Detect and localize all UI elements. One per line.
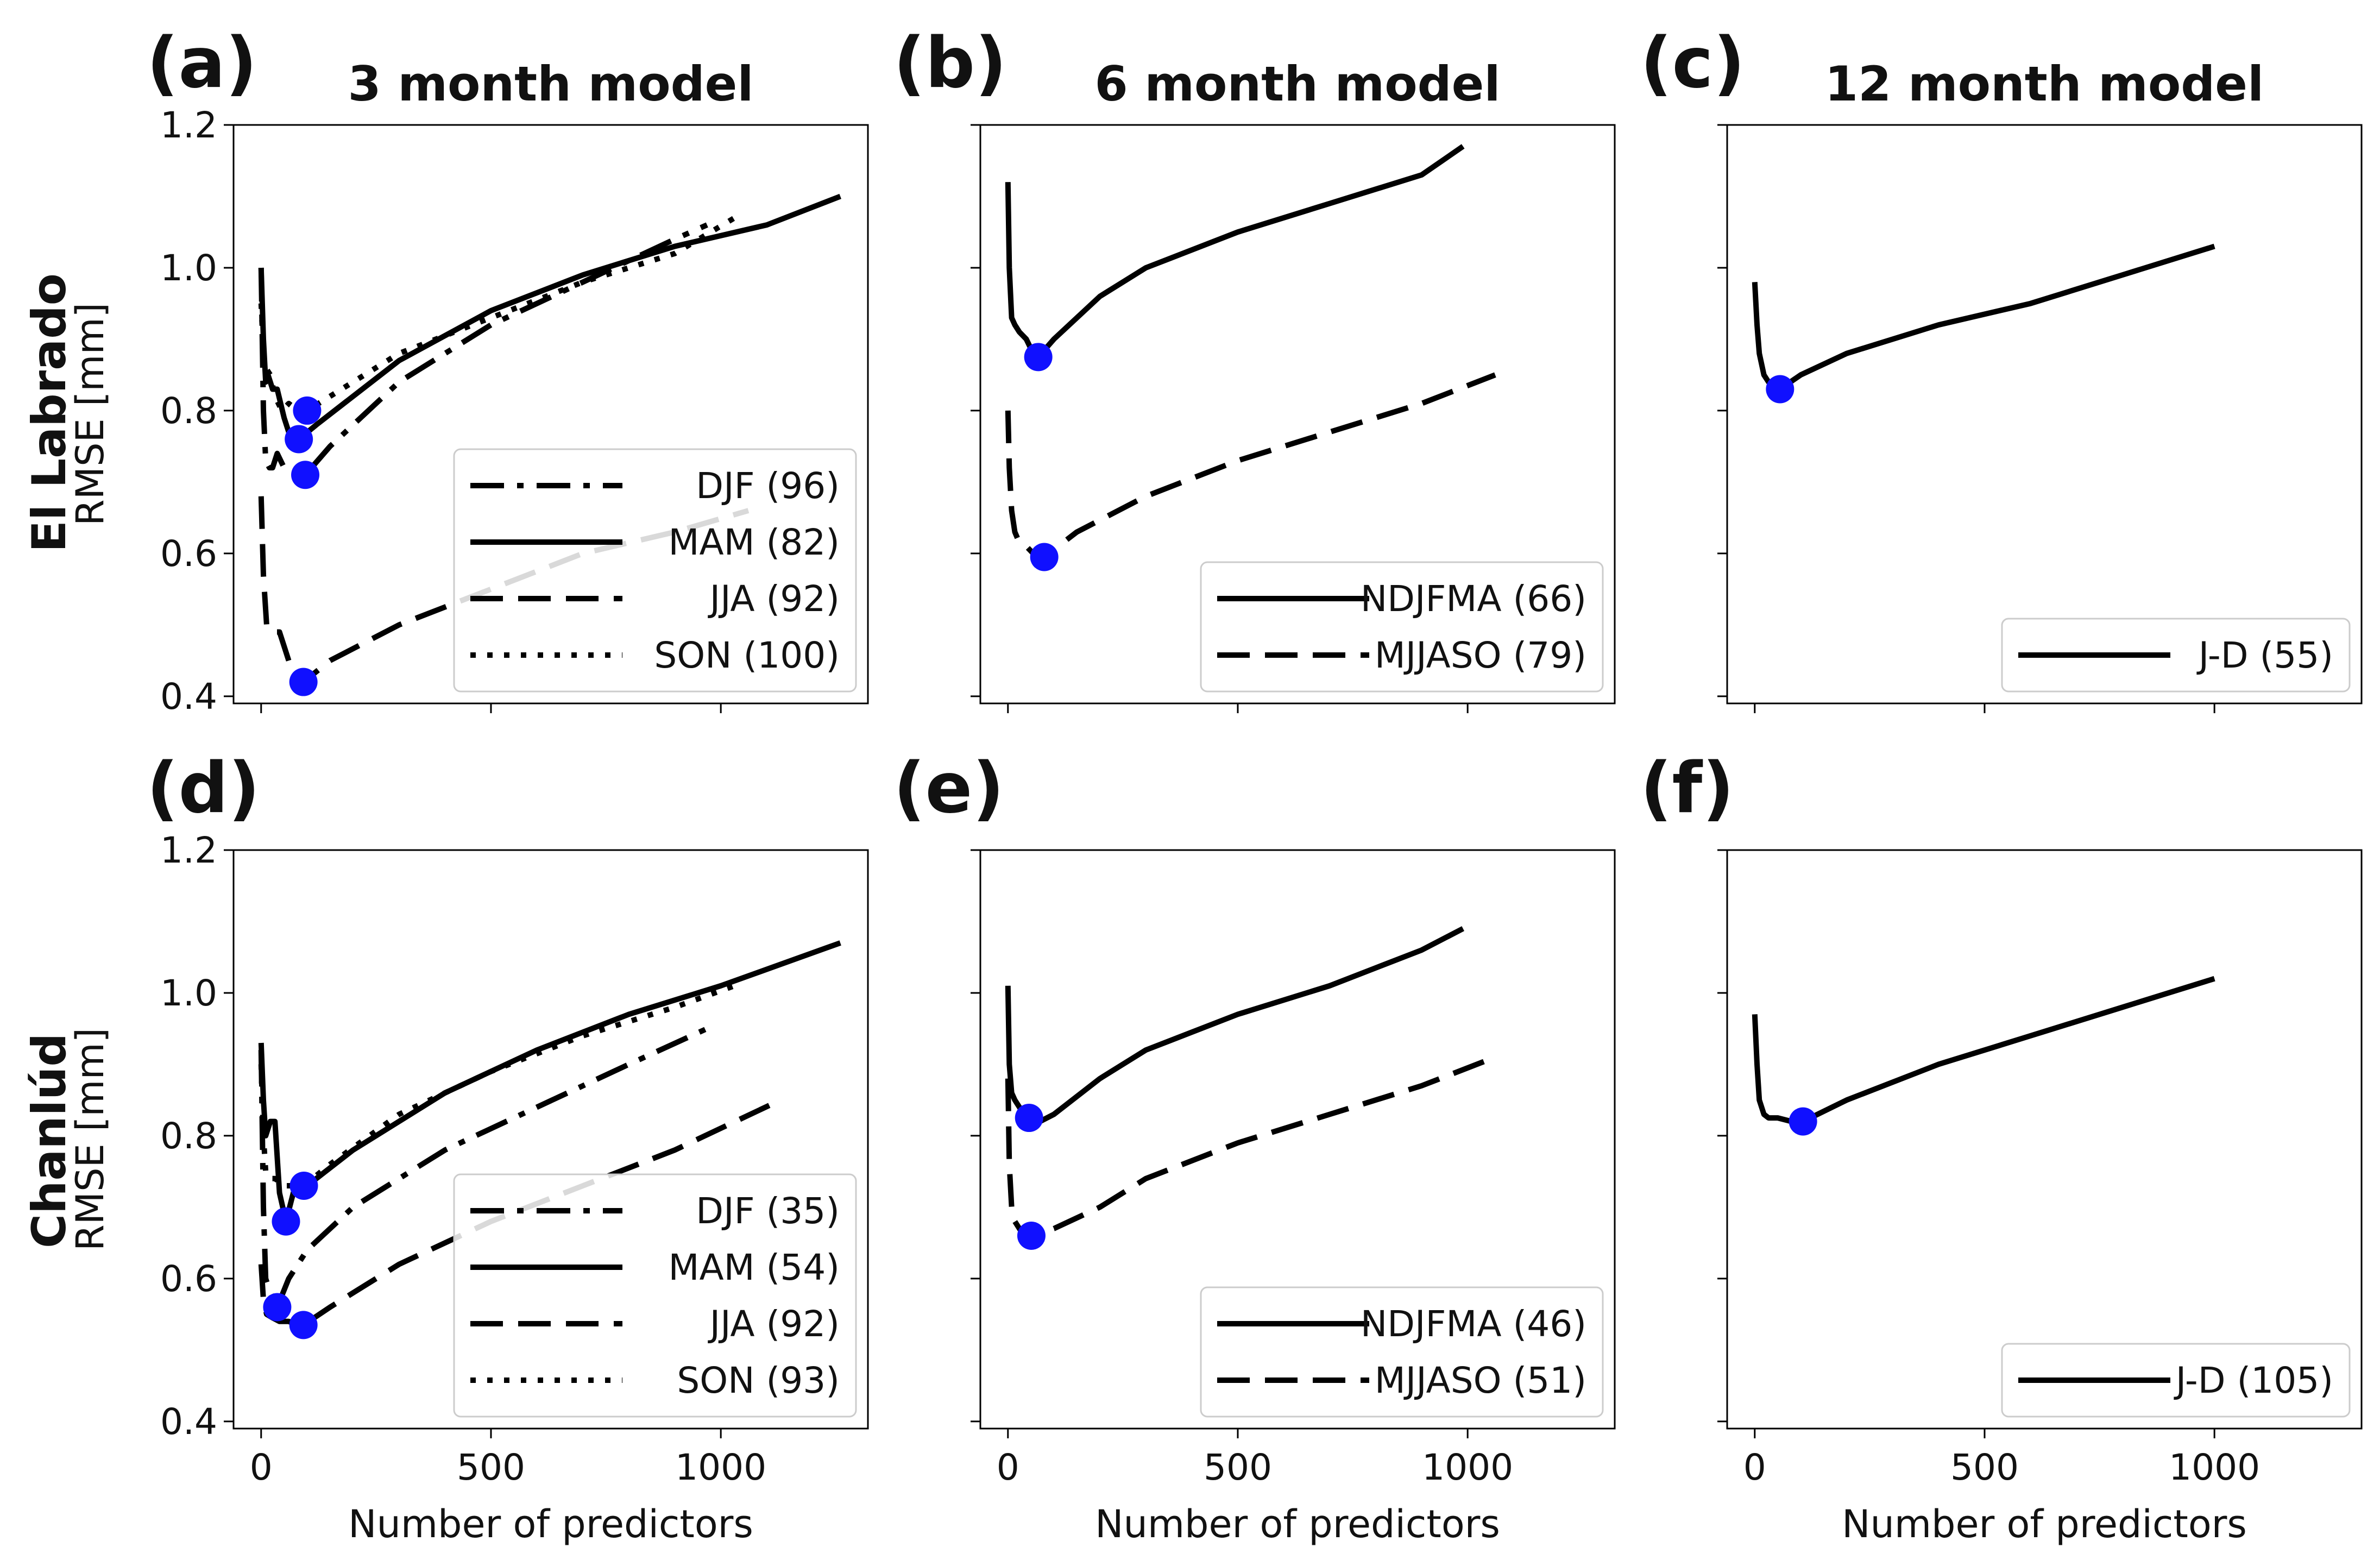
series-line-djf-35 [258,1026,708,1310]
x-tick-label: 500 [1204,1446,1272,1488]
panel-letter: (f) [1640,748,1734,829]
legend: DJF (96) MAM (82) JJA (92) SON (100) [453,448,857,693]
optimum-marker-j-d-105 [1789,1107,1817,1136]
panel-letter: (d) [147,748,260,829]
y-tick-label: 1.0 [160,972,217,1014]
row-label-chanlud: Chanlúd [22,1033,77,1248]
panel-letter: (a) [147,23,257,104]
legend-box [453,448,857,693]
optimum-marker-son-100 [293,396,322,425]
panel-title: 6 month model [1094,56,1500,112]
legend-box [2001,618,2351,693]
legend: J-D (105) [2001,1343,2351,1418]
optimum-marker-mjjaso-79 [1030,543,1059,571]
x-tick-label: 1000 [675,1446,766,1488]
legend-label: MAM (54) [669,1247,840,1288]
y-tick-label: 1.2 [160,104,217,146]
y-tick-label: 0.4 [160,676,217,718]
x-axis-label: Number of predictors [348,1502,753,1546]
optimum-marker-jja-92 [289,1311,318,1339]
y-axis-label: RMSE [mm] [68,303,112,526]
x-tick-label: 500 [1950,1446,2019,1488]
panel-letter: (e) [893,748,1004,829]
x-axis-label: Number of predictors [1842,1502,2247,1546]
x-tick-label: 1000 [2169,1446,2260,1488]
optimum-marker-mjjaso-51 [1017,1222,1046,1250]
legend-label: DJF (96) [696,465,840,507]
legend-label: MJJASO (79) [1375,634,1586,676]
panel-b: (b) 6 month model NDJFMA (66) MJJASO (79) [893,23,1616,713]
optimum-marker-ndjfma-66 [1024,343,1053,372]
panel-d: 0.4 0.6 0.8 1.0 1.2 0 500 1000 RMSE [mm] Number o… [68,748,869,1546]
legend-label: MAM (82) [669,521,840,563]
legend-box [1200,1286,1604,1418]
legend: NDJFMA (46) MJJASO (51) [1200,1286,1604,1418]
y-tick-label: 0.4 [160,1401,217,1443]
plot-frame [232,849,869,1430]
legend: J-D (55) [2001,618,2351,693]
optimum-marker-ndjfma-46 [1015,1104,1043,1133]
y-axis-label: RMSE [mm] [68,1028,112,1251]
y-tick-label: 1.0 [160,247,217,289]
legend-label: NDJFMA (46) [1361,1303,1586,1345]
legend-label: J-D (105) [2174,1360,2333,1401]
x-tick-label: 0 [250,1446,273,1488]
x-axis-label: Number of predictors [1095,1502,1500,1546]
panel-a: 0.4 0.6 0.8 1.0 1.2 RMSE [mm] (a) 3 month model… [68,23,869,718]
y-tick-label: 0.6 [160,533,217,575]
legend-label: SON (93) [677,1360,840,1401]
optimum-marker-djf-35 [263,1293,292,1322]
legend-label: JJA (92) [708,578,840,620]
panel-title: 12 month model [1825,56,2264,112]
legend-label: MJJASO (51) [1375,1360,1586,1401]
legend-box [2001,1343,2351,1418]
optimum-marker-j-d-55 [1766,375,1795,404]
legend-label: SON (100) [654,634,840,676]
legend-label: DJF (35) [696,1190,840,1232]
legend-box [453,1173,857,1418]
optimum-marker-jja-92 [289,668,318,696]
x-tick-label: 0 [997,1446,1019,1488]
y-tick-label: 0.8 [160,1115,217,1157]
plot-frame [979,849,1616,1430]
plot-frame [232,124,869,704]
plot-frame [1726,124,2363,704]
x-tick-label: 500 [457,1446,525,1488]
optimum-marker-mam-54 [272,1207,300,1236]
y-tick-label: 0.8 [160,390,217,432]
plot-frame [1726,849,2363,1430]
x-tick-label: 1000 [1422,1446,1513,1488]
panel-letter: (b) [893,23,1007,104]
plot-frame [979,124,1616,704]
row-label-el-labrado: El Labrado [22,273,77,552]
optimum-marker-djf-96 [291,461,320,489]
x-tick-label: 0 [1743,1446,1766,1488]
legend-box [1200,561,1604,693]
panel-c: (c) 12 month model J-D (55) [1640,23,2363,713]
legend: NDJFMA (66) MJJASO (79) [1200,561,1604,693]
y-tick-label: 1.2 [160,829,217,871]
optimum-marker-son-93 [289,1171,318,1200]
panel-title: 3 month model [348,56,753,112]
legend-label: JJA (92) [708,1303,840,1345]
optimum-marker-mam-82 [285,425,313,454]
legend-label: NDJFMA (66) [1361,578,1586,620]
y-tick-label: 0.6 [160,1258,217,1300]
panel-letter: (c) [1640,23,1745,104]
panel-e: 0 500 1000 Number of predictors (e) NDJFMA (4… [893,748,1616,1546]
legend-label: J-D (55) [2196,634,2333,676]
legend: DJF (35) MAM (54) JJA (92) SON (93) [453,1173,857,1418]
panel-f: 0 500 1000 Number of predictors (f) J-D (105) [1640,748,2363,1546]
